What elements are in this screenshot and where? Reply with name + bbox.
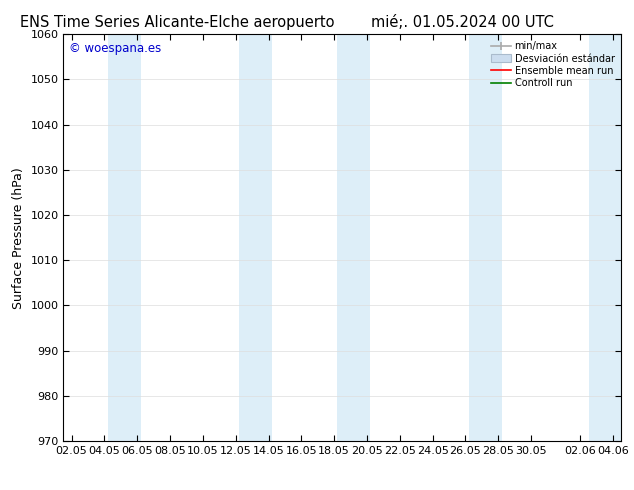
Legend: min/max, Desviación estándar, Ensemble mean run, Controll run: min/max, Desviación estándar, Ensemble m…	[489, 39, 616, 90]
Bar	[469, 34, 501, 441]
Text: ENS Time Series Alicante-Elche aeropuerto: ENS Time Series Alicante-Elche aeropuert…	[20, 15, 335, 30]
Bar	[337, 34, 370, 441]
Text: © woespana.es: © woespana.es	[69, 43, 161, 55]
Bar	[108, 34, 141, 441]
Text: mié;. 01.05.2024 00 UTC: mié;. 01.05.2024 00 UTC	[372, 15, 554, 30]
Y-axis label: Surface Pressure (hPa): Surface Pressure (hPa)	[12, 167, 25, 309]
Bar	[588, 34, 621, 441]
Bar	[239, 34, 272, 441]
